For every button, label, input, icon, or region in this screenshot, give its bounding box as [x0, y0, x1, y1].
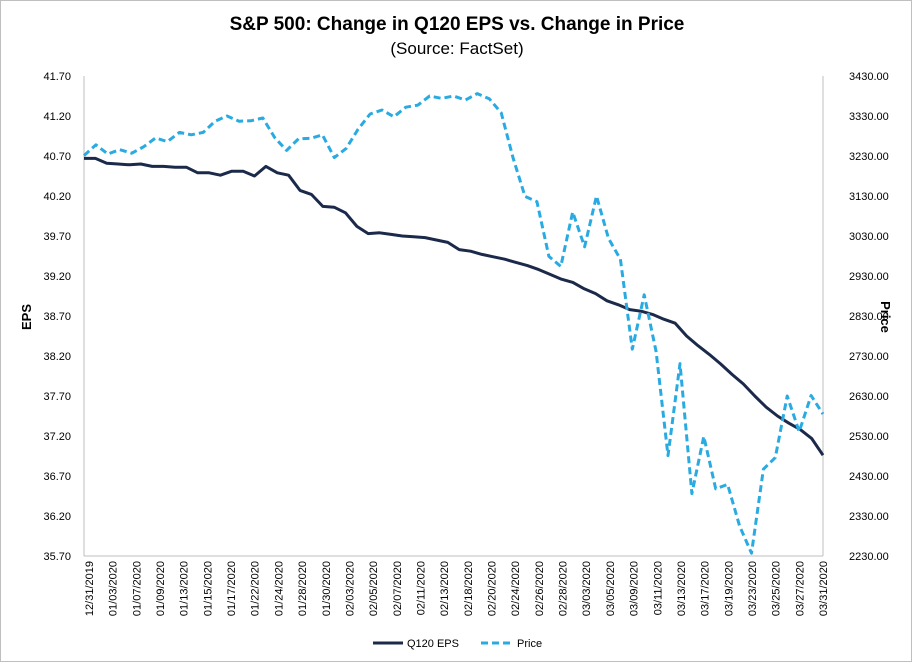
right-tick-label: 3030.00 — [849, 231, 889, 243]
right-tick-label: 2330.00 — [849, 511, 889, 523]
right-tick-label: 3230.00 — [849, 151, 889, 163]
right-tick-label: 2930.00 — [849, 271, 889, 283]
x-tick-label: 02/07/2020 — [392, 561, 404, 616]
right-tick-label: 3430.00 — [849, 71, 889, 83]
x-tick-label: 12/31/2019 — [84, 561, 96, 616]
left-axis-ticks: 41.70 41.20 40.70 40.20 39.70 39.20 38.70 38.20… — [43, 71, 71, 563]
left-tick-label: 35.70 — [43, 551, 71, 563]
x-tick-label: 02/24/2020 — [510, 561, 522, 616]
x-tick-label: 03/23/2020 — [747, 561, 759, 616]
right-tick-label: 2230.00 — [849, 551, 889, 563]
y-axis-title-left: EPS — [19, 304, 34, 330]
right-tick-label: 3330.00 — [849, 111, 889, 123]
left-tick-label: 36.20 — [43, 511, 71, 523]
eps-series-line — [84, 156, 825, 457]
left-tick-label: 36.70 — [43, 471, 71, 483]
left-tick-label: 41.70 — [43, 71, 71, 83]
x-axis-ticks: 12/31/2019 01/03/2020 01/07/2020 01/09/2020… — [84, 561, 830, 616]
series-layer — [82, 92, 825, 555]
left-tick-label: 38.70 — [43, 311, 71, 323]
x-tick-label: 03/31/2020 — [818, 561, 830, 616]
right-tick-label: 2730.00 — [849, 351, 889, 363]
x-tick-label: 01/30/2020 — [321, 561, 333, 616]
right-tick-label: 2630.00 — [849, 391, 889, 403]
x-tick-label: 03/27/2020 — [794, 561, 806, 616]
x-tick-label: 01/17/2020 — [226, 561, 238, 616]
x-tick-label: 03/17/2020 — [700, 561, 712, 616]
x-tick-label: 02/28/2020 — [558, 561, 570, 616]
right-axis-ticks: 3430.00 3330.00 3230.00 3130.00 3030.00 2930.… — [849, 71, 889, 563]
x-tick-label: 03/05/2020 — [605, 561, 617, 616]
left-tick-label: 38.20 — [43, 351, 71, 363]
x-tick-label: 01/28/2020 — [297, 561, 309, 616]
x-tick-label: 02/18/2020 — [463, 561, 475, 616]
left-tick-label: 40.70 — [43, 151, 71, 163]
right-tick-label: 2830.00 — [849, 311, 889, 323]
right-tick-label: 3130.00 — [849, 191, 889, 203]
x-tick-label: 02/26/2020 — [534, 561, 546, 616]
x-tick-label: 01/03/2020 — [108, 561, 120, 616]
x-tick-label: 01/13/2020 — [179, 561, 191, 616]
price-series-line — [82, 92, 825, 555]
chart-title: S&P 500: Change in Q120 EPS vs. Change i… — [230, 14, 685, 35]
axes — [83, 76, 824, 557]
x-tick-label: 02/13/2020 — [439, 561, 451, 616]
x-tick-label: 01/07/2020 — [131, 561, 143, 616]
legend: Q120 EPS Price — [373, 638, 542, 650]
left-tick-label: 37.20 — [43, 431, 71, 443]
x-tick-label: 02/05/2020 — [368, 561, 380, 616]
legend-label-price: Price — [517, 638, 542, 650]
x-tick-label: 02/03/2020 — [344, 561, 356, 616]
left-tick-label: 41.20 — [43, 111, 71, 123]
x-tick-label: 02/11/2020 — [415, 561, 427, 615]
left-tick-label: 39.70 — [43, 231, 71, 243]
x-tick-label: 01/22/2020 — [250, 561, 262, 616]
left-tick-label: 39.20 — [43, 271, 71, 283]
x-tick-label: 03/09/2020 — [629, 561, 641, 616]
x-tick-label: 02/20/2020 — [487, 561, 499, 616]
left-tick-label: 37.70 — [43, 391, 71, 403]
left-tick-label: 40.20 — [43, 191, 71, 203]
x-tick-label: 03/19/2020 — [723, 561, 735, 616]
legend-label-eps: Q120 EPS — [407, 638, 459, 650]
x-tick-label: 03/03/2020 — [581, 561, 593, 616]
x-tick-label: 03/13/2020 — [676, 561, 688, 616]
y-axis-title-right: Price — [878, 301, 893, 333]
chart-subtitle: (Source: FactSet) — [390, 39, 523, 58]
x-tick-label: 01/09/2020 — [155, 561, 167, 616]
x-tick-label: 03/25/2020 — [771, 561, 783, 616]
x-tick-label: 03/11/2020 — [652, 561, 664, 615]
right-tick-label: 2430.00 — [849, 471, 889, 483]
right-tick-label: 2530.00 — [849, 431, 889, 443]
x-tick-label: 01/24/2020 — [273, 561, 285, 616]
x-tick-label: 01/15/2020 — [202, 561, 214, 616]
